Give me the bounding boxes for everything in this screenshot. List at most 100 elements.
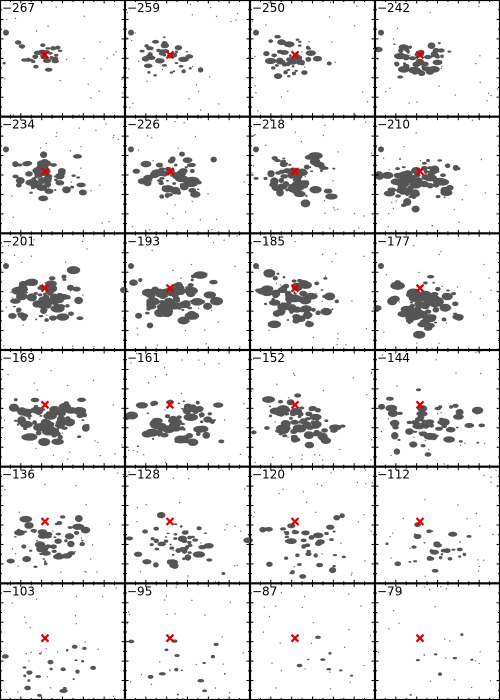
speck <box>122 249 125 251</box>
speck <box>275 282 278 285</box>
blob <box>288 163 292 166</box>
blob <box>339 669 343 672</box>
blob <box>397 438 401 441</box>
speck <box>7 374 9 376</box>
blob <box>430 433 438 441</box>
speck <box>393 610 395 612</box>
blob <box>28 417 31 420</box>
speck <box>276 383 278 385</box>
speck <box>310 642 313 645</box>
blob <box>81 659 85 663</box>
speck <box>474 660 477 662</box>
speck <box>141 467 143 469</box>
panel-frame <box>0 583 126 700</box>
blob <box>197 67 204 73</box>
blob <box>432 177 447 186</box>
blob <box>37 293 43 297</box>
blob <box>146 412 150 415</box>
blob <box>323 277 328 280</box>
speck <box>389 536 391 538</box>
speck <box>490 95 492 97</box>
blob <box>56 415 66 423</box>
speck <box>483 474 485 476</box>
speck <box>431 347 433 349</box>
blob <box>34 176 38 179</box>
speck <box>443 463 445 465</box>
speck <box>199 416 201 418</box>
speck <box>390 557 392 559</box>
marker-cross <box>40 167 50 176</box>
speck <box>304 595 306 598</box>
marker-cross <box>165 167 175 176</box>
speck <box>412 181 414 184</box>
speck <box>137 334 139 336</box>
blob <box>273 73 283 79</box>
blob <box>25 179 39 186</box>
speck <box>331 261 333 263</box>
speck <box>218 103 220 105</box>
speck <box>365 483 367 485</box>
speck <box>348 629 350 631</box>
panel-label: −95 <box>127 584 152 598</box>
blob <box>412 69 418 75</box>
blob <box>162 53 167 57</box>
blob <box>74 514 83 522</box>
blob <box>128 263 134 269</box>
blob <box>298 56 303 61</box>
blob <box>385 542 389 546</box>
blob <box>394 561 402 567</box>
speck <box>278 492 280 495</box>
blob <box>177 402 180 405</box>
blob <box>29 549 33 552</box>
speck <box>218 363 220 365</box>
speck <box>223 239 225 241</box>
speck <box>333 207 335 209</box>
speck <box>49 687 52 689</box>
speck <box>408 102 410 104</box>
speck <box>254 55 256 58</box>
blob <box>309 185 322 194</box>
speck <box>184 329 186 332</box>
speck <box>247 418 249 420</box>
blob <box>199 420 204 424</box>
blob <box>259 526 267 533</box>
blob <box>267 320 282 329</box>
speck <box>117 138 119 141</box>
speck <box>476 413 478 415</box>
speck <box>254 461 256 464</box>
blob <box>264 526 273 532</box>
speck <box>385 274 387 276</box>
speck <box>45 142 47 145</box>
speck <box>334 61 336 63</box>
speck <box>180 277 182 279</box>
speck <box>322 134 324 137</box>
speck <box>183 69 185 71</box>
blob <box>296 663 303 668</box>
speck <box>364 469 366 471</box>
blob <box>291 279 297 283</box>
speck <box>385 91 387 93</box>
blob <box>37 410 39 413</box>
speck <box>322 253 324 255</box>
blob <box>202 662 206 665</box>
marker-cross <box>290 517 300 526</box>
speck <box>237 12 239 15</box>
blob <box>198 544 207 550</box>
panel-label: −169 <box>2 351 35 365</box>
speck <box>318 408 320 410</box>
blob <box>271 289 281 298</box>
speck <box>182 549 184 551</box>
blob <box>426 529 432 534</box>
speck <box>351 572 353 574</box>
speck <box>440 412 442 414</box>
speck <box>457 504 459 506</box>
blob <box>188 187 197 193</box>
blob <box>181 69 186 74</box>
blob <box>157 541 166 547</box>
blob <box>173 523 178 526</box>
speck <box>423 422 426 424</box>
speck <box>397 27 399 29</box>
speck <box>429 11 431 14</box>
blob <box>429 293 437 300</box>
blob <box>414 533 417 535</box>
